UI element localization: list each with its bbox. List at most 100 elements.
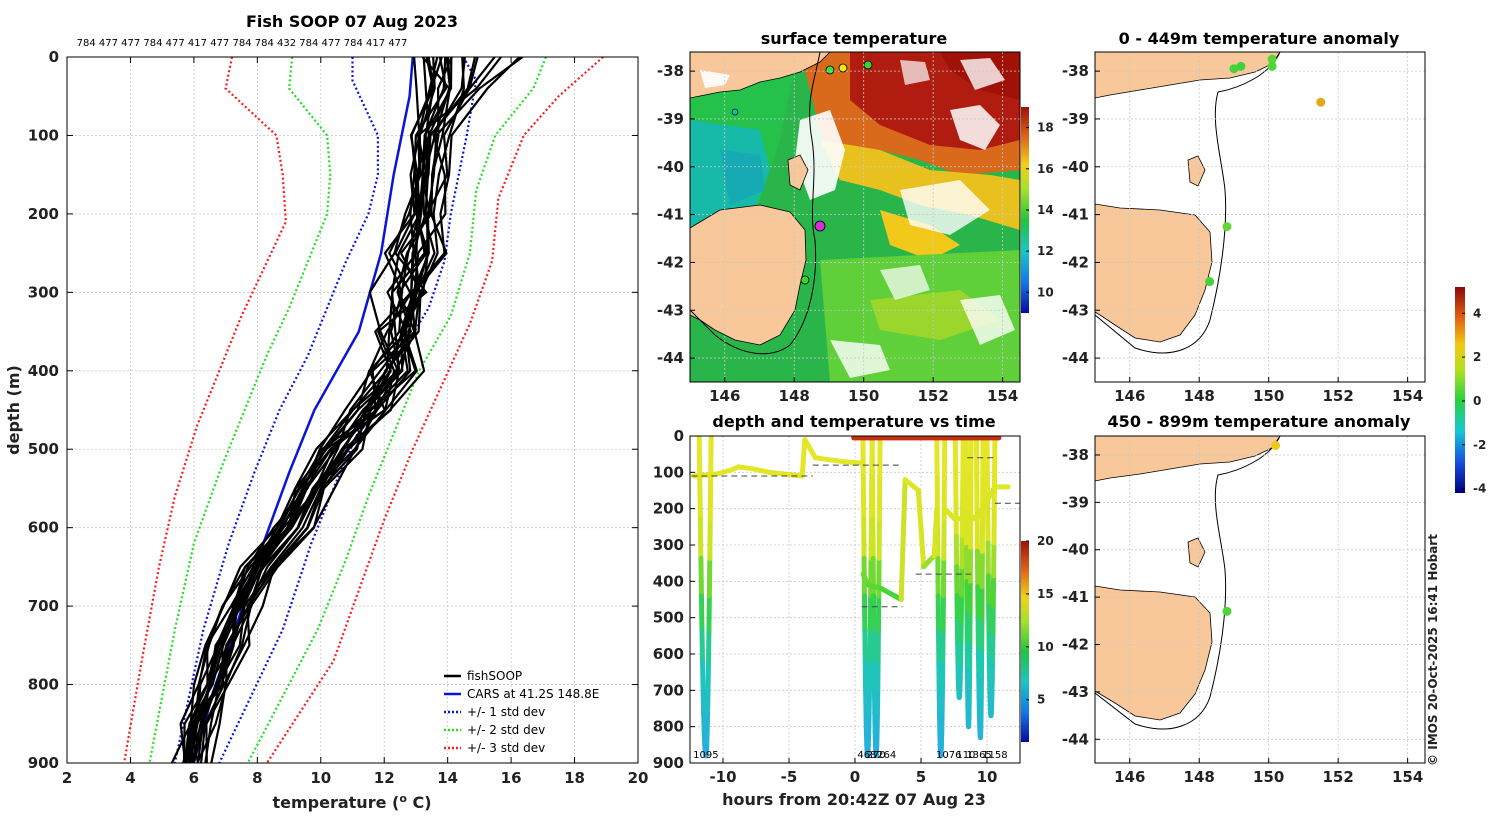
map-xtick-label: 148 xyxy=(1184,768,1215,786)
map-ytick-label: -40 xyxy=(1062,541,1089,559)
depth-time-ytick-label: 900 xyxy=(653,754,684,772)
profile-ytick-label: 600 xyxy=(28,519,59,537)
colorbar-tick-label: 5 xyxy=(1037,693,1045,707)
depth-time-bottom-label: 1076 xyxy=(936,750,961,761)
map-ytick-label: -44 xyxy=(1062,349,1089,367)
depth-time-bottom-label: 270 xyxy=(867,750,886,761)
map-xtick-label: 152 xyxy=(1323,768,1354,786)
depth-time-bottom-label: 468 xyxy=(857,750,876,761)
depth-time-trace xyxy=(973,484,998,523)
depth-time-trace xyxy=(902,477,921,493)
profile-axes-frame xyxy=(66,56,639,764)
depth-time-trace xyxy=(898,477,908,602)
anomaly-deep-title: 450 - 899m temperature anomaly xyxy=(1108,412,1411,431)
profile-ytick-label: 200 xyxy=(28,205,59,223)
depth-time-bottom-label: 1365 xyxy=(966,750,991,761)
anomaly-deep-point xyxy=(1222,606,1232,616)
profile-std-line-1-lower xyxy=(173,57,379,763)
depth-time-trace xyxy=(878,586,904,602)
colorbar-tick-label: 15 xyxy=(1037,587,1054,601)
depth-time-xlabel: hours from 20:42Z 07 Aug 23 xyxy=(722,790,986,809)
depth-time-xtick-label: 10 xyxy=(977,768,998,786)
anomaly-shallow-point xyxy=(1236,61,1246,71)
depth-time-trace xyxy=(698,555,704,599)
anomaly-colorbar xyxy=(1455,287,1465,493)
map-xtick-label: 154 xyxy=(987,387,1018,405)
map-ytick-label: -40 xyxy=(1062,158,1089,176)
anomaly-shallow-point xyxy=(1316,97,1326,107)
map-ytick-label: -41 xyxy=(1062,588,1089,606)
anomaly-shallow-point xyxy=(1222,222,1232,232)
profile-title: Fish SOOP 07 Aug 2023 xyxy=(246,12,458,31)
depth-time-trace xyxy=(931,506,940,559)
colorbar-tick-label: 2 xyxy=(1473,350,1481,364)
map-xtick-label: 146 xyxy=(709,387,740,405)
legend-label-1std: +/- 1 std dev xyxy=(467,705,545,719)
depth-time-ytick-label: 700 xyxy=(653,681,684,699)
anomaly-deep-map xyxy=(1095,436,1425,763)
map-xtick-label: 150 xyxy=(848,387,879,405)
profile-fishsoop-line xyxy=(182,57,435,763)
map-ytick-label: -38 xyxy=(657,62,684,80)
depth-time-title: depth and temperature vs time xyxy=(712,412,995,431)
map-ytick-label: -42 xyxy=(1062,253,1089,271)
profile-xtick-label: 18 xyxy=(564,769,585,787)
profile-legend: fishSOOP CARS at 41.2S 148.8E +/- 1 std … xyxy=(444,669,599,755)
profile-ytick-label: 700 xyxy=(28,597,59,615)
colorbar-tick-label: 14 xyxy=(1037,203,1054,217)
sst-axes-frame xyxy=(689,51,1021,383)
depth-time-trace xyxy=(699,628,706,665)
map-ytick-label: -40 xyxy=(657,158,684,176)
profile-xtick-label: 14 xyxy=(437,769,458,787)
depth-time-trace xyxy=(915,488,927,570)
map-ytick-label: -39 xyxy=(1062,110,1089,128)
legend-label-fishsoop: fishSOOP xyxy=(467,669,522,683)
profile-ytick-label: 500 xyxy=(28,440,59,458)
profile-std-line-2-upper xyxy=(246,57,548,763)
map-ytick-label: -44 xyxy=(1062,730,1089,748)
depth-time-ytick-label: 200 xyxy=(653,500,684,518)
profile-xtick-label: 20 xyxy=(628,769,649,787)
depth-time-trace xyxy=(952,513,974,523)
depth-time-xtick-label: 0 xyxy=(850,768,860,786)
profile-ytick-label: 900 xyxy=(28,754,59,772)
depth-time-trace xyxy=(697,475,703,522)
depth-time-trace xyxy=(921,553,937,570)
profile-ylabel: depth (m) xyxy=(4,365,23,455)
anomaly-shallow-point xyxy=(1267,54,1277,64)
colorbar-tick-label: 4 xyxy=(1473,306,1481,320)
depth-time-trace xyxy=(942,506,958,523)
depth-time-trace xyxy=(700,659,706,693)
profile-xtick-label: 4 xyxy=(125,769,135,787)
profile-xtick-label: 2 xyxy=(62,769,72,787)
profile-fishsoop-line xyxy=(182,57,435,763)
legend-label-cars: CARS at 41.2S 148.8E xyxy=(467,687,599,701)
depth-time-trace xyxy=(697,516,704,561)
sst-map-panel: surface temperature xyxy=(657,29,1054,405)
anomaly-shallow-point xyxy=(1267,61,1277,71)
depth-time-ytick-label: 100 xyxy=(653,463,684,481)
profile-xtick-label: 6 xyxy=(189,769,199,787)
colorbar-tick-label: -2 xyxy=(1473,438,1486,452)
depth-time-ytick-label: 800 xyxy=(653,718,684,736)
colorbar-tick-label: 20 xyxy=(1037,534,1054,548)
depth-time-ytick-label: 0 xyxy=(674,427,684,445)
map-ytick-label: -43 xyxy=(1062,683,1089,701)
profile-fishsoop-line xyxy=(204,57,479,763)
depth-time-trace xyxy=(812,455,845,464)
colorbar-tick-label: 18 xyxy=(1037,121,1054,135)
depth-time-trace xyxy=(701,710,707,734)
depth-time-trace xyxy=(700,687,707,716)
depth-time-trace xyxy=(698,593,705,634)
anomaly-map-shallow-panel: 0 - 449m temperature anomaly 146 148 150 15… xyxy=(1062,29,1426,405)
profile-ytick-label: 100 xyxy=(28,126,59,144)
map-ytick-label: -41 xyxy=(1062,206,1089,224)
map-xtick-label: 146 xyxy=(1114,387,1145,405)
anomaly-shallow-point xyxy=(1229,64,1239,74)
profile-fishsoop-line xyxy=(196,57,524,763)
depth-time-bottom-label: 110 xyxy=(956,750,975,761)
map-ytick-label: -39 xyxy=(657,110,684,128)
profile-std-line-2-lower xyxy=(148,57,332,763)
colorbar-tick-label: 16 xyxy=(1037,162,1054,176)
